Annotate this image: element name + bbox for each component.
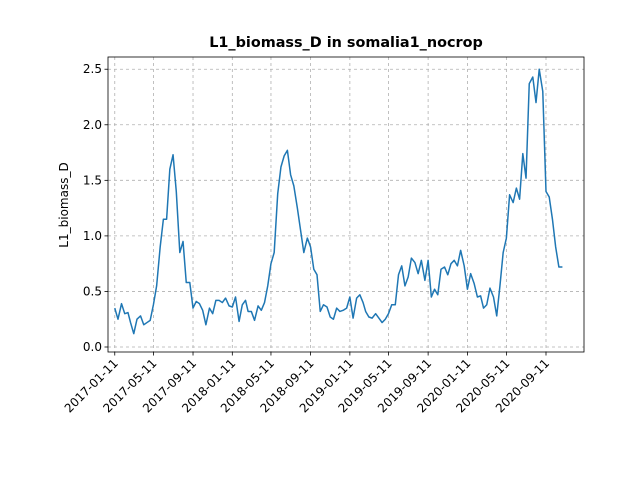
- y-tick-label: 2.0: [83, 118, 102, 132]
- y-tick-label: 0.5: [83, 284, 102, 298]
- y-tick-label: 2.5: [83, 62, 102, 76]
- plot-frame: [107, 56, 585, 353]
- y-tick-label: 0.0: [83, 340, 102, 354]
- chart-title: L1_biomass_D in somalia1_nocrop: [209, 35, 483, 51]
- data-line: [114, 68, 563, 335]
- y-axis-label: L1_biomass_D: [57, 162, 71, 247]
- y-tick-label: 1.0: [83, 229, 102, 243]
- y-tick-label: 1.5: [83, 173, 102, 187]
